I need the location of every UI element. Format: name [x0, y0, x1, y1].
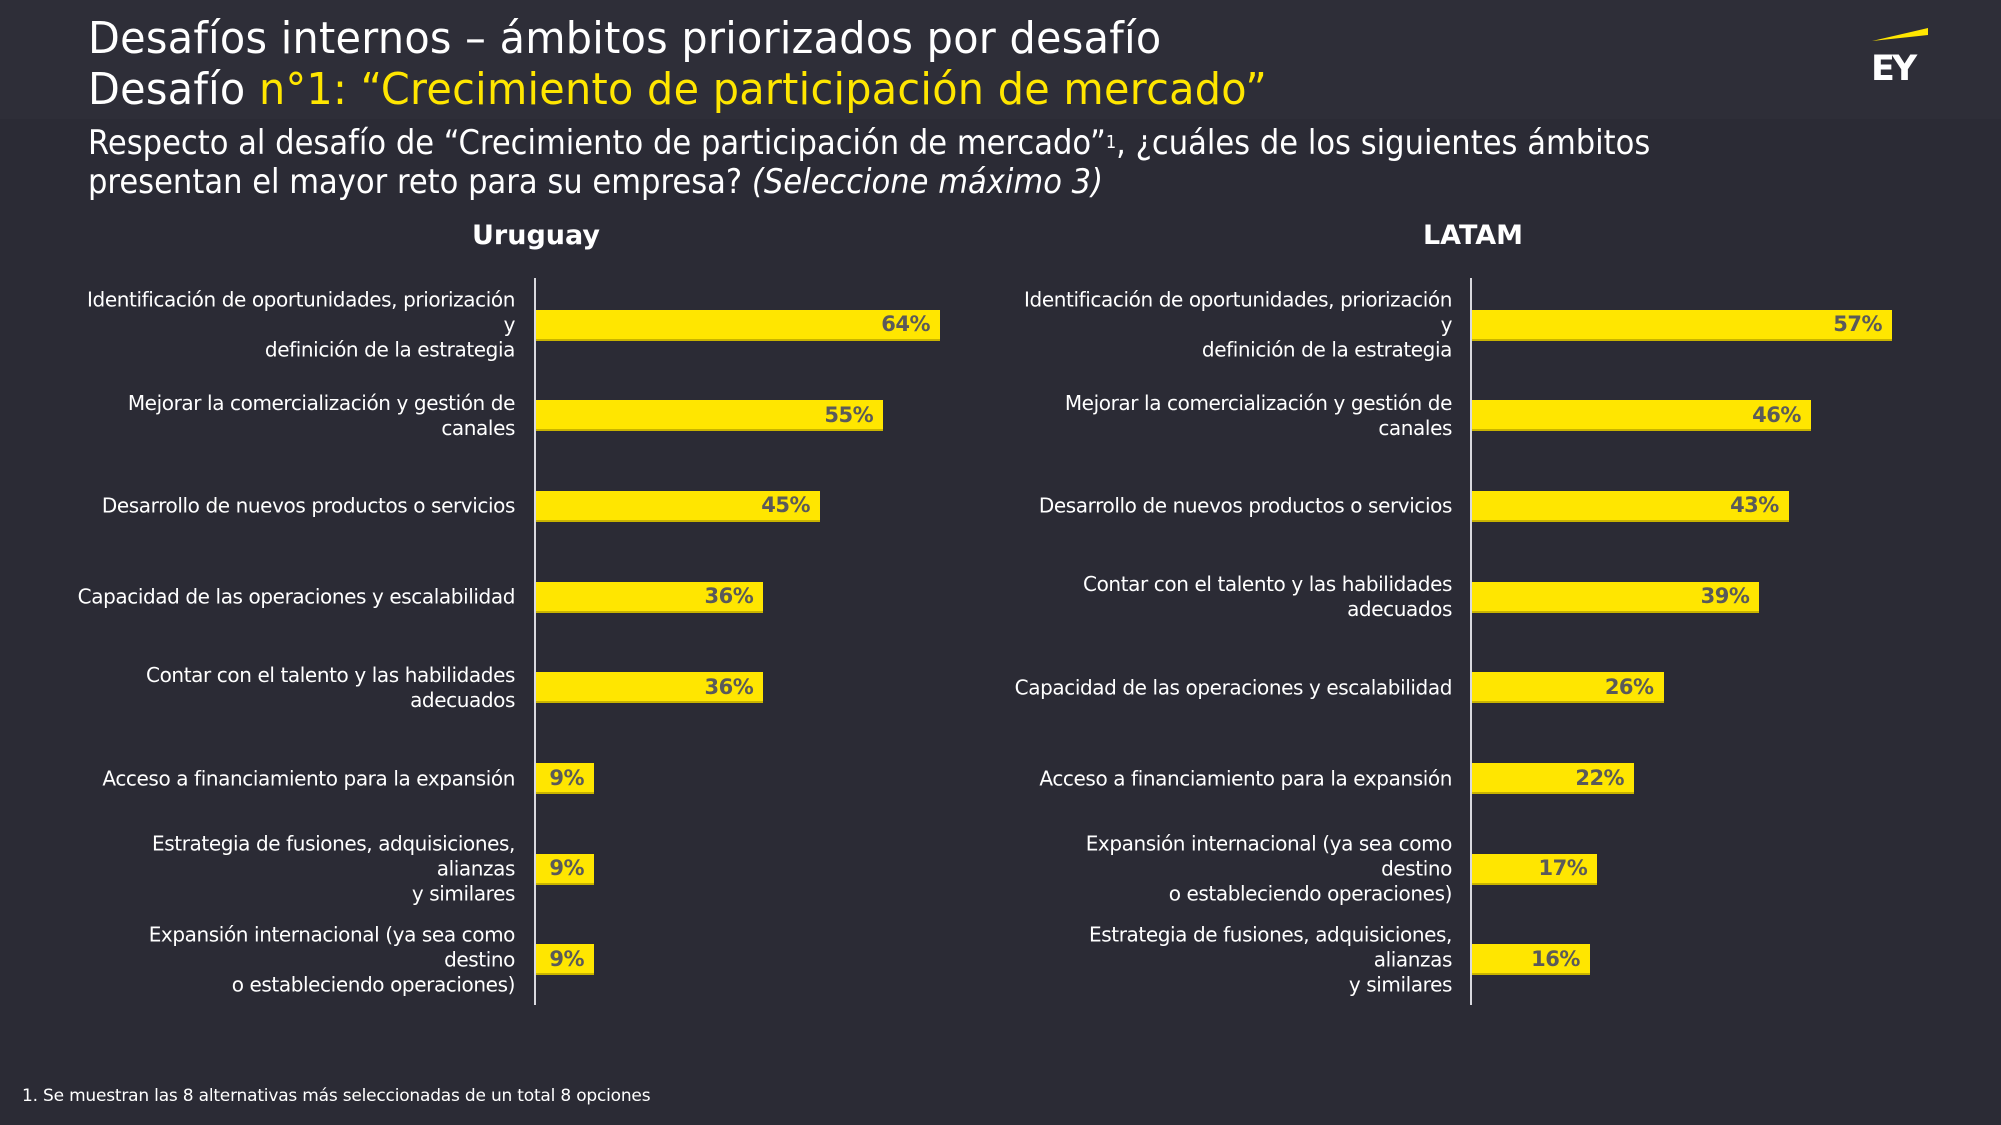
category-label-line: Desarrollo de nuevos productos o servici…	[101, 493, 516, 518]
category-label: Identificación de oportunidades, prioriz…	[1012, 288, 1452, 363]
category-label: Contar con el talento y las habilidades a…	[75, 663, 515, 713]
category-label-line: Acceso a financiamiento para la expansió…	[1039, 766, 1452, 790]
bar-value-label: 9%	[549, 765, 584, 790]
bar: 55%	[536, 400, 884, 432]
category-label-line: Contar con el talento y las habilidades	[146, 662, 515, 687]
bar: 16%	[1472, 944, 1590, 976]
bar: 22%	[1472, 763, 1635, 794]
category-label-line: definición de la estrategia	[264, 337, 515, 362]
bar-value-label: 55%	[824, 402, 874, 427]
bar-value-label: 36%	[704, 584, 754, 609]
bar: 43%	[1472, 490, 1789, 522]
ey-logo-beam-icon	[1872, 28, 1928, 41]
category-label-line: adecuados	[1347, 597, 1452, 622]
category-label-line: Contar con el talento y las habilidades	[1083, 572, 1452, 597]
category-label-line: Estrategia de fusiones, adquisiciones, a…	[1089, 922, 1452, 972]
footnote: 1. Se muestran las 8 alternativas más se…	[22, 1086, 651, 1106]
bar-value-label: 57%	[1833, 312, 1882, 336]
bar-value-label: 17%	[1538, 856, 1588, 881]
ey-logo-text: EY	[1871, 49, 1918, 89]
chart-axis-latam	[1470, 278, 1472, 1005]
bar-value-label: 26%	[1604, 674, 1654, 699]
bar-value-label: 45%	[761, 493, 811, 518]
category-label-line: definición de la estrategia	[1201, 337, 1452, 362]
question-instruction: (Seleccione máximo 3)	[751, 162, 1104, 202]
category-label-line: o estableciendo operaciones)	[231, 972, 516, 997]
category-label-line: adecuados	[410, 687, 515, 712]
category-label-line: Identificación de oportunidades, prioriz…	[1024, 287, 1452, 337]
category-label-line: Acceso a financiamiento para la expansió…	[102, 766, 515, 790]
category-label-line: Desarrollo de nuevos productos o servici…	[1038, 493, 1453, 518]
question-line-1: Respecto al desafío de “Crecimiento de p…	[88, 123, 1650, 163]
category-label: Acceso a financiamiento para la expansió…	[75, 766, 515, 791]
question-line-2-prefix: presentan el mayor reto para su empresa?	[88, 162, 752, 202]
title-line-2-prefix: Desafío	[88, 64, 259, 115]
bar-value-label: 46%	[1752, 402, 1801, 427]
category-label-line: canales	[1378, 415, 1452, 440]
chart-axis-uruguay	[534, 278, 536, 1005]
category-label: Desarrollo de nuevos productos o servici…	[1012, 493, 1453, 519]
bar: 36%	[536, 581, 764, 613]
bar: 36%	[536, 672, 764, 704]
bar: 46%	[1472, 400, 1811, 432]
bar: 64%	[536, 309, 940, 341]
question-line-2: presentan el mayor reto para su empresa?…	[88, 163, 1650, 202]
title-line-2-accent: n°1: “Crecimiento de participación de me…	[258, 64, 1268, 115]
category-label-line: Identificación de oportunidades, prioriz…	[87, 287, 515, 337]
category-label-line: Mejorar la comercialización y gestión de	[1064, 390, 1453, 415]
footnote-reference: 1	[1105, 132, 1117, 153]
bar-value-label: 64%	[881, 312, 930, 336]
survey-question: Respecto al desafío de “Crecimiento de p…	[88, 123, 1650, 202]
bar: 39%	[1472, 581, 1760, 613]
page-title: Desafíos internos – ámbitos priorizados …	[88, 13, 1267, 115]
bar: 9%	[536, 944, 594, 976]
category-label: Estrategia de fusiones, adquisiciones, a…	[75, 832, 515, 907]
category-label-line: y similares	[1348, 972, 1453, 997]
category-label: Capacidad de las operaciones y escalabil…	[75, 584, 516, 610]
bar: 57%	[1472, 309, 1892, 341]
category-label-line: Mejorar la comercialización y gestión de	[127, 390, 516, 415]
question-line-1-suffix: , ¿cuáles de los siguientes ámbitos	[1116, 123, 1651, 163]
category-label: Expansión internacional (ya sea como des…	[75, 922, 516, 997]
bar-value-label: 36%	[704, 674, 754, 699]
bar-value-label: 16%	[1531, 946, 1580, 971]
bar-value-label: 39%	[1700, 584, 1750, 609]
category-label-line: Capacidad de las operaciones y escalabil…	[1014, 675, 1453, 700]
category-label: Expansión internacional (ya sea como des…	[1012, 831, 1453, 907]
category-label: Capacidad de las operaciones y escalabil…	[1012, 675, 1453, 700]
bar: 45%	[536, 490, 821, 522]
chart-title-uruguay: Uruguay	[472, 220, 600, 251]
category-label: Contar con el talento y las habilidades a…	[1012, 572, 1452, 622]
bar: 9%	[536, 853, 594, 885]
category-label-line: canales	[441, 415, 515, 440]
bar-value-label: 22%	[1575, 765, 1625, 790]
category-label: Mejorar la comercialización y gestión de…	[75, 390, 516, 441]
category-label-line: Estrategia de fusiones, adquisiciones, a…	[152, 831, 515, 881]
title-line-1: Desafíos internos – ámbitos priorizados …	[88, 13, 1162, 64]
category-label: Identificación de oportunidades, prioriz…	[75, 288, 515, 363]
category-label-line: Capacidad de las operaciones y escalabil…	[77, 584, 516, 609]
category-label: Acceso a financiamiento para la expansió…	[1012, 766, 1452, 791]
bar-value-label: 9%	[549, 856, 584, 881]
ey-logo: EY	[1871, 28, 1928, 89]
question-line-1-prefix: Respecto al desafío de “Crecimiento de p…	[88, 123, 1106, 163]
category-label: Estrategia de fusiones, adquisiciones, a…	[1012, 922, 1452, 997]
category-label-line: Expansión internacional (ya sea como des…	[148, 922, 516, 972]
bar-value-label: 9%	[549, 946, 584, 971]
bar: 26%	[1472, 672, 1664, 704]
bar-value-label: 43%	[1730, 493, 1779, 518]
category-label-line: Expansión internacional (ya sea como des…	[1085, 831, 1453, 881]
bar: 17%	[1472, 853, 1598, 885]
category-label-line: y similares	[411, 881, 516, 906]
header-band	[0, 0, 2001, 119]
title-line-2: Desafío n°1: “Crecimiento de participaci…	[88, 64, 1267, 115]
chart-title-latam: LATAM	[1422, 220, 1524, 251]
category-label: Mejorar la comercialización y gestión de…	[1012, 390, 1453, 441]
bar: 9%	[536, 763, 594, 794]
category-label: Desarrollo de nuevos productos o servici…	[75, 493, 516, 519]
category-label-line: o estableciendo operaciones)	[1168, 881, 1453, 906]
